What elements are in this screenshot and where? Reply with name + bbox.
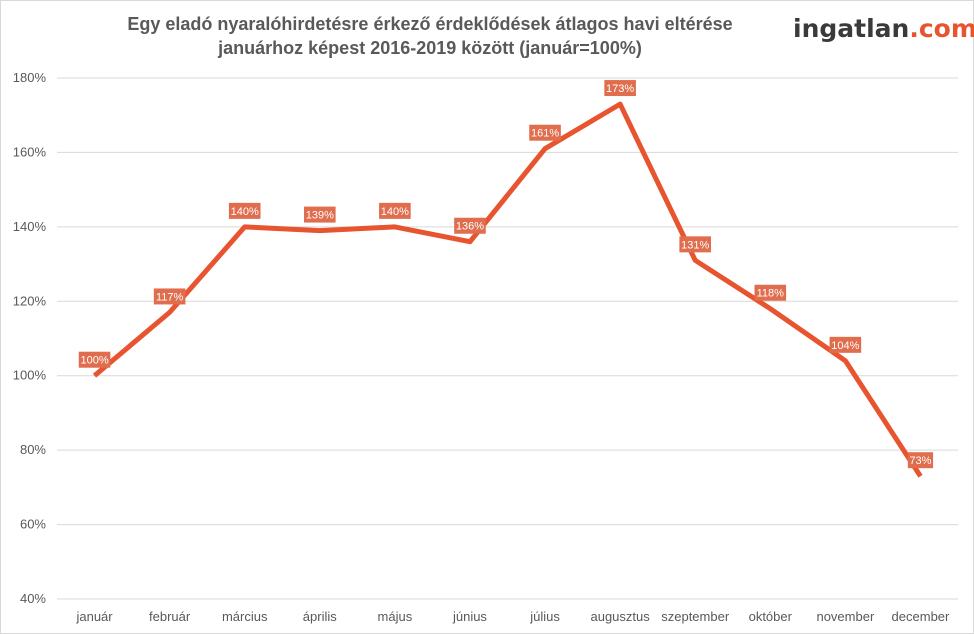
gridlines <box>57 77 958 600</box>
y-tick-label: 100% <box>13 368 47 383</box>
x-tick-label: december <box>892 609 950 624</box>
x-axis-ticks: január február március április május június jú… <box>75 609 950 624</box>
data-label: 117% <box>156 291 184 303</box>
data-label: 100% <box>80 355 108 367</box>
chart-title-line-1: Egy eladó nyaralóhirdetésre érkező érdek… <box>127 14 733 34</box>
y-tick-label: 60% <box>20 517 46 532</box>
data-label: 118% <box>757 288 785 300</box>
x-tick-label: október <box>749 609 793 624</box>
x-tick-label: szeptember <box>661 609 730 624</box>
y-tick-label: 160% <box>13 144 47 159</box>
data-label: 136% <box>456 221 484 233</box>
x-tick-label: november <box>816 609 874 624</box>
data-label-box <box>604 80 636 97</box>
data-label: 140% <box>381 206 409 218</box>
data-label-box <box>303 206 336 223</box>
series-line <box>92 101 923 478</box>
y-axis-ticks: 40% 60% 80% 100% 120% 140% 160% 180% <box>13 70 47 606</box>
y-tick-label: 140% <box>13 219 47 234</box>
x-tick-label: május <box>378 609 413 624</box>
x-tick-label: augusztus <box>590 609 650 624</box>
data-label: 140% <box>231 206 259 218</box>
x-tick-label: július <box>529 609 560 624</box>
data-label: 161% <box>531 128 559 140</box>
y-tick-label: 80% <box>20 442 46 457</box>
chart-title: Egy eladó nyaralóhirdetésre érkező érdek… <box>60 12 800 60</box>
y-tick-label: 40% <box>20 591 46 606</box>
x-tick-label: január <box>75 609 113 624</box>
data-label-box <box>829 336 862 353</box>
data-labels: 100% 117% 140% 139% 140% 136% 161% 173% 131% 118%… <box>78 80 934 469</box>
x-tick-label: április <box>303 609 337 624</box>
logo-text-domain: .com <box>909 14 974 43</box>
data-label-box <box>153 288 186 305</box>
data-label-box <box>228 202 261 219</box>
data-label: 73% <box>909 455 931 467</box>
data-label: 173% <box>606 83 634 95</box>
logo-text-main: ingatlan <box>793 14 910 43</box>
data-label: 104% <box>831 340 859 352</box>
ingatlan-logo: ingatlan.com <box>793 14 974 43</box>
data-label-box <box>379 202 411 219</box>
series-line-group <box>92 101 923 478</box>
y-tick-label: 180% <box>13 70 47 85</box>
data-label-box <box>529 124 561 141</box>
data-label: 131% <box>681 239 709 251</box>
x-tick-label: június <box>452 609 487 624</box>
y-tick-label: 120% <box>13 293 47 308</box>
chart-title-line-2: januárhoz képest 2016-2019 között (januá… <box>218 38 642 58</box>
data-label-box <box>78 351 111 368</box>
data-label-box <box>679 236 712 253</box>
data-label-box <box>754 284 787 301</box>
x-tick-label: február <box>149 609 191 624</box>
data-label-box <box>907 452 934 469</box>
data-label: 139% <box>306 210 334 222</box>
x-tick-label: március <box>222 609 268 624</box>
data-label-box <box>454 217 486 234</box>
